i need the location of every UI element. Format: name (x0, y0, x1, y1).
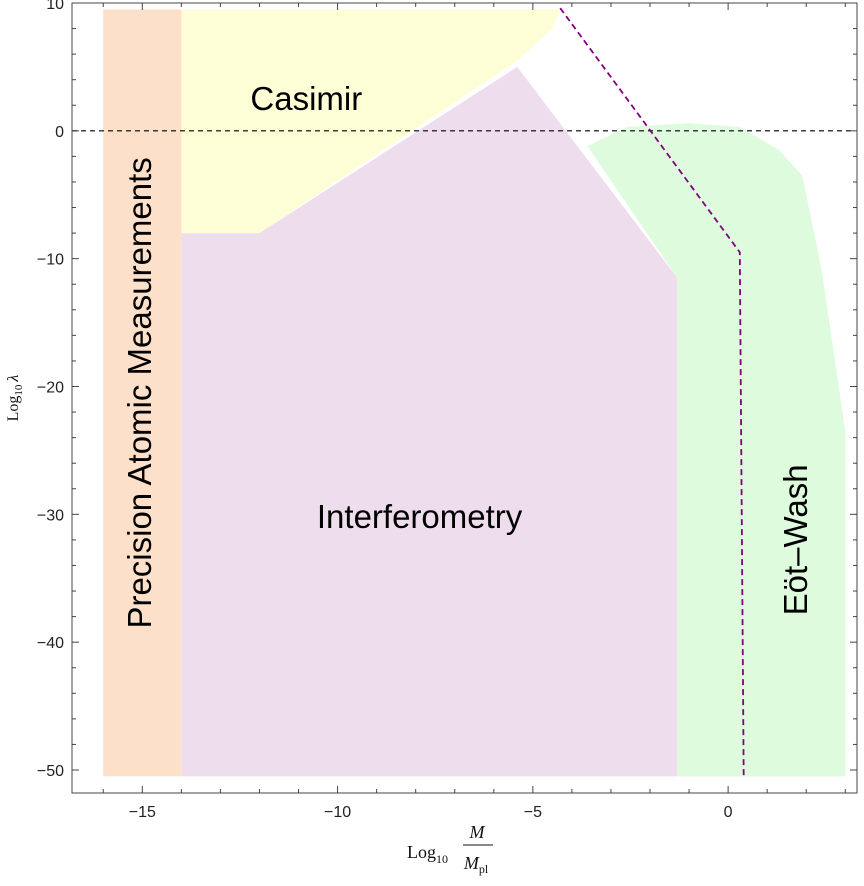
region-e-t-wash (587, 123, 846, 777)
plot-border (71, 2, 858, 794)
region-layer (103, 9, 846, 777)
x-axis-label-prefix: Log (407, 842, 436, 862)
y-tick-label: 10 (46, 0, 64, 13)
region-label-e-t-wash: Eöt–Wash (777, 464, 814, 615)
y-tick-label: −10 (37, 252, 64, 269)
region-label-interferometry: Interferometry (317, 498, 523, 535)
region-label-layer: Casimir Interferometry Precision Atomic Me… (121, 80, 814, 628)
y-tick-label: −20 (37, 379, 64, 396)
plot-frame (71, 2, 858, 794)
y-tick-label: −50 (37, 763, 64, 780)
x-axis-label-denominator-sub: pl (479, 862, 489, 876)
region-label-casimir: Casimir (250, 80, 362, 117)
x-axis-label: Log10 M Mpl (407, 822, 493, 876)
y-axis-label-sub: 10 (13, 384, 25, 396)
x-axis-label-numerator: M (469, 822, 486, 842)
x-axis-label-sub: 10 (436, 852, 448, 866)
y-tick-label: −40 (37, 635, 64, 652)
x-tick-label: 0 (724, 804, 733, 821)
region-casimir (181, 9, 561, 234)
x-tick-label: −15 (129, 804, 156, 821)
x-axis-label-denominator: M (463, 853, 480, 873)
svg-text:Log10λ: Log10λ (5, 375, 25, 422)
y-axis-label-symbol: λ (5, 375, 22, 383)
svg-text:Mpl: Mpl (463, 853, 489, 876)
y-axis-label: Log10λ (5, 375, 25, 422)
line-layer (72, 7, 854, 778)
svg-text:Log10: Log10 (407, 842, 448, 866)
y-axis-label-prefix: Log (5, 396, 22, 422)
bound-line (559, 7, 745, 778)
x-tick-label: −10 (324, 804, 351, 821)
y-tick-label: 0 (55, 124, 64, 141)
y-tick-label: −30 (37, 507, 64, 524)
x-tick-label: −5 (524, 804, 542, 821)
region-precision-atomic-measurements (103, 9, 182, 777)
region-interferometry (181, 66, 678, 777)
region-label-precision-atomic-measurements: Precision Atomic Measurements (121, 157, 158, 628)
